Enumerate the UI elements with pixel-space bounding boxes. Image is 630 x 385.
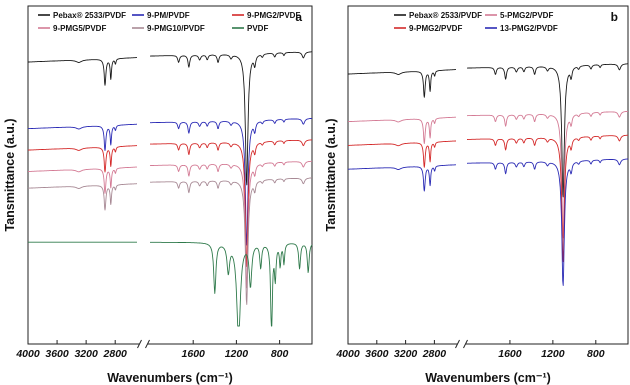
x-tick-label: 4000 (15, 348, 40, 360)
x-tick-label: 3600 (365, 348, 389, 360)
legend-label: 13-PMG2/PVDF (500, 24, 558, 33)
series-line-1-segment-1 (347, 69, 457, 98)
legend-item: PVDF (232, 24, 268, 33)
x-tick-label: 1200 (225, 348, 249, 360)
legend-label: Pebax® 2533/PVDF (53, 11, 126, 20)
series-line-2-segment-1 (347, 116, 457, 144)
series-line-3-segment-2 (466, 134, 629, 263)
legend-label: 9-PMG5/PVDF (53, 24, 106, 33)
axis-break-mark-left (137, 339, 142, 349)
legend-item: 13-PMG2/PVDF (485, 24, 558, 33)
legend-item: 9-PMG5/PVDF (38, 24, 106, 33)
axis-break-gap (457, 340, 466, 348)
x-tick-label: 800 (271, 348, 289, 360)
x-tick-label: 2800 (103, 348, 128, 360)
y-axis-title: Tansmittance (a.u.) (3, 119, 17, 232)
axis-break-gap (139, 340, 148, 348)
series-line-4-segment-2 (466, 158, 629, 286)
legend-label: 9-PMG2/PVDF (409, 24, 462, 33)
legend-label: PVDF (247, 24, 268, 33)
series-line-1-segment-2 (466, 63, 629, 198)
series-line-3-segment-2 (149, 139, 313, 267)
chart-panel-a: a 4000 3600 3200 2800 1600 1200 800 Wavenumbers … (3, 5, 313, 385)
axis-break-mark-left (455, 339, 460, 349)
series-line-4-segment-1 (27, 166, 138, 194)
series-line-2-segment-2 (466, 110, 629, 239)
legend-label: 9-PMG2/PVDF (247, 11, 300, 20)
legend-label: 9-PM/PVDF (147, 11, 190, 20)
legend-item: 5-PMG2/PVDF (485, 11, 553, 20)
x-tick-label: 1200 (541, 348, 565, 360)
axis-break-mark-right (145, 339, 150, 349)
series-line-5-segment-2 (149, 177, 313, 305)
series-line-6-segment-2 (149, 241, 313, 327)
legend-item: 9-PMG2/PVDF (232, 11, 300, 20)
x-tick-label: 4000 (335, 348, 360, 360)
x-tick-label: 3600 (45, 348, 69, 360)
series-line-1-segment-2 (149, 51, 313, 186)
series-line-2-segment-2 (149, 117, 313, 246)
x-tick-label: 2800 (422, 348, 447, 360)
panel-label: a (295, 10, 302, 24)
plot-frame (27, 5, 313, 345)
series-line-4-segment-1 (347, 164, 457, 192)
series-line-3-segment-1 (347, 140, 457, 168)
x-tick-label: 1600 (182, 348, 206, 360)
x-tick-label: 3200 (74, 348, 98, 360)
series-line-5-segment-1 (27, 183, 138, 211)
legend-item: 9-PM/PVDF (132, 11, 190, 20)
legend-label: 9-PMG10/PVDF (147, 24, 205, 33)
panel-label: b (611, 10, 618, 24)
legend-item: Pebax® 2533/PVDF (394, 11, 482, 20)
y-axis-title: Tansmittance (a.u.) (324, 119, 338, 232)
legend-item: 9-PMG2/PVDF (394, 24, 462, 33)
chart-panel-b: b 4000 3600 3200 2800 1600 1200 800 Wavenumbers … (324, 5, 629, 385)
series-line-1-segment-1 (27, 57, 138, 86)
plot-frame (347, 5, 629, 345)
x-axis-title: Wavenumbers (cm⁻¹) (107, 371, 233, 385)
legend-item: Pebax® 2533/PVDF (38, 11, 126, 20)
legend-label: Pebax® 2533/PVDF (409, 11, 482, 20)
series-line-4-segment-2 (149, 160, 313, 289)
x-tick-label: 3200 (394, 348, 418, 360)
axis-break-mark-right (463, 339, 468, 349)
series-line-3-segment-1 (27, 145, 138, 173)
series-line-2-segment-1 (27, 123, 138, 152)
x-tick-label: 800 (587, 348, 605, 360)
legend-item: 9-PMG10/PVDF (132, 24, 205, 33)
x-axis-title: Wavenumbers (cm⁻¹) (425, 371, 551, 385)
x-tick-label: 1600 (498, 348, 522, 360)
legend-label: 5-PMG2/PVDF (500, 11, 553, 20)
